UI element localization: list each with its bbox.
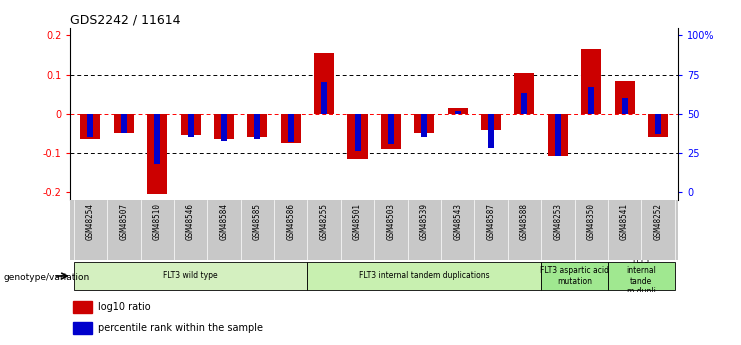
- Bar: [481, 114, 501, 129]
- Text: FLT3 aspartic acid
mutation: FLT3 aspartic acid mutation: [540, 266, 609, 286]
- Bar: [87, 114, 93, 137]
- Bar: [254, 114, 260, 139]
- Text: GSM48587: GSM48587: [487, 203, 496, 240]
- Text: FLT3 internal tandem duplications: FLT3 internal tandem duplications: [359, 272, 490, 280]
- Text: GSM48501: GSM48501: [353, 203, 362, 240]
- Bar: [455, 111, 461, 114]
- Bar: [314, 53, 334, 114]
- Text: GSM48255: GSM48255: [319, 203, 328, 240]
- Bar: [288, 114, 293, 142]
- Bar: [514, 73, 534, 114]
- Text: GSM48254: GSM48254: [86, 203, 95, 240]
- Text: GSM48507: GSM48507: [119, 203, 128, 240]
- Text: GSM48586: GSM48586: [286, 203, 295, 240]
- Bar: [308, 262, 541, 290]
- Bar: [154, 114, 160, 164]
- Text: GSM48543: GSM48543: [453, 203, 462, 240]
- Bar: [648, 114, 668, 137]
- Bar: [614, 81, 634, 114]
- Bar: [214, 114, 234, 139]
- Text: GSM48541: GSM48541: [620, 203, 629, 240]
- Bar: [281, 114, 301, 143]
- Bar: [321, 82, 327, 114]
- Text: GSM48350: GSM48350: [587, 203, 596, 240]
- Bar: [414, 114, 434, 134]
- Bar: [422, 114, 428, 137]
- Bar: [622, 98, 628, 114]
- Text: GSM48546: GSM48546: [186, 203, 195, 240]
- Bar: [181, 114, 201, 136]
- Bar: [73, 322, 92, 334]
- Bar: [147, 114, 167, 194]
- Text: log10 ratio: log10 ratio: [98, 302, 150, 312]
- Bar: [608, 262, 674, 290]
- Bar: [381, 114, 401, 149]
- Bar: [187, 114, 193, 137]
- Text: GSM48539: GSM48539: [420, 203, 429, 240]
- Bar: [541, 262, 608, 290]
- Text: genotype/variation: genotype/variation: [4, 273, 90, 282]
- Bar: [114, 114, 134, 133]
- Bar: [221, 114, 227, 140]
- Text: percentile rank within the sample: percentile rank within the sample: [98, 323, 263, 333]
- Bar: [581, 49, 601, 114]
- Bar: [488, 114, 494, 148]
- Text: FLT3 wild type: FLT3 wild type: [163, 272, 218, 280]
- Bar: [448, 108, 468, 114]
- Bar: [247, 114, 268, 137]
- Text: GSM48503: GSM48503: [386, 203, 396, 240]
- Bar: [354, 114, 361, 151]
- Bar: [548, 114, 568, 156]
- Text: GSM48253: GSM48253: [554, 203, 562, 240]
- Bar: [522, 93, 528, 114]
- Text: GSM48510: GSM48510: [153, 203, 162, 240]
- Bar: [388, 114, 394, 144]
- Bar: [121, 114, 127, 133]
- Bar: [555, 114, 561, 156]
- Bar: [81, 114, 101, 139]
- Bar: [655, 114, 661, 134]
- Bar: [73, 301, 92, 313]
- Text: GSM48588: GSM48588: [520, 203, 529, 240]
- Text: FLT3
internal
tande
m dupli: FLT3 internal tande m dupli: [626, 256, 657, 296]
- Text: GDS2242 / 11614: GDS2242 / 11614: [70, 13, 181, 27]
- Bar: [348, 114, 368, 159]
- Text: GSM48585: GSM48585: [253, 203, 262, 240]
- Text: GSM48252: GSM48252: [654, 203, 662, 240]
- Text: GSM48584: GSM48584: [219, 203, 228, 240]
- Bar: [588, 87, 594, 114]
- Bar: [74, 262, 308, 290]
